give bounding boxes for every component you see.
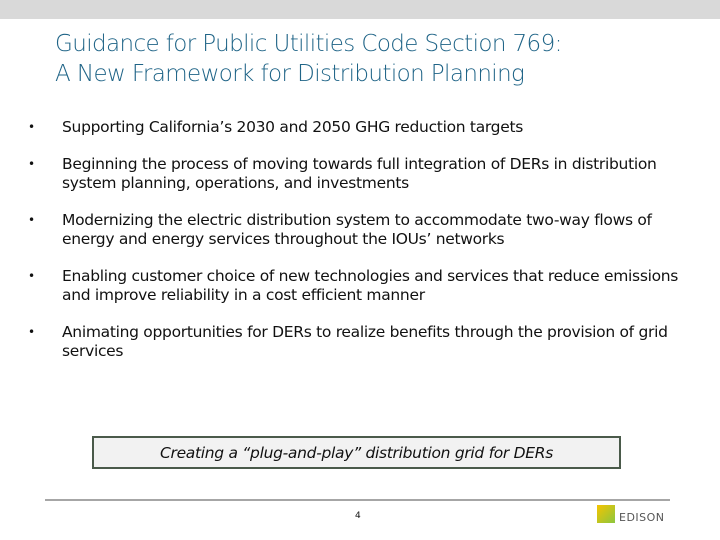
page-number: 4 [355,511,361,521]
bullet-icon: • [28,157,35,171]
sun-icon [597,505,615,523]
title-line-2: A New Framework for Distribution Plannin… [55,61,525,87]
title-line-1: Guidance for Public Utilities Code Secti… [55,31,562,57]
slide-title: Guidance for Public Utilities Code Secti… [55,29,562,89]
bullet-icon: • [28,213,35,227]
footer-divider [45,499,670,501]
bullet-list: • Supporting California’s 2030 and 2050 G… [28,118,708,379]
bullet-item: • Enabling customer choice of new technol… [28,267,679,304]
bullet-icon: • [28,120,35,134]
bullet-item: • Modernizing the electric distribution s… [28,211,652,248]
top-bar [0,0,720,19]
edison-logo: EDISON [597,505,672,533]
bullet-item: • Beginning the process of moving towards… [28,155,657,192]
bullet-item: • Animating opportunities for DERs to rea… [28,323,668,360]
bullet-icon: • [28,269,35,283]
bullet-item: • Supporting California’s 2030 and 2050 G… [28,118,524,136]
bullet-icon: • [28,325,35,339]
callout-box: Creating a “plug-and-play” distribution … [92,436,621,469]
logo-text: EDISON [619,511,665,524]
